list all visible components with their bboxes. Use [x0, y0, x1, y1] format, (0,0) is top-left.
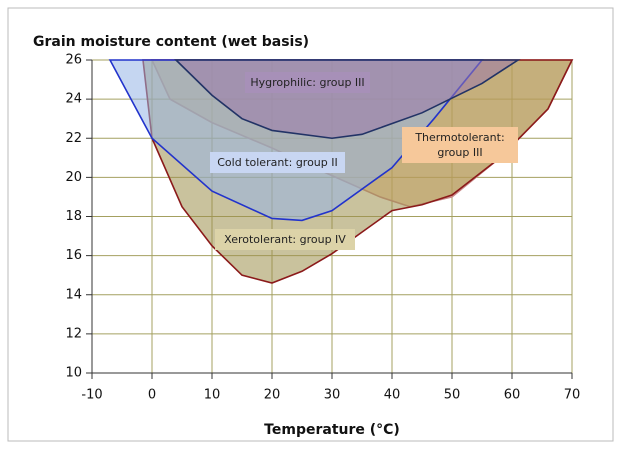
x-tick-label: -10: [81, 388, 102, 403]
x-tick-label: 60: [504, 388, 521, 403]
x-tick-label: 70: [564, 388, 581, 403]
region-label: Xerotolerant: group IV: [215, 229, 355, 250]
x-tick-label: 50: [444, 388, 461, 403]
y-tick-label: 14: [65, 287, 82, 302]
region-label: Hygrophilic: group III: [245, 72, 370, 93]
x-tick-label: 30: [324, 388, 341, 403]
y-tick-label: 24: [65, 92, 82, 107]
x-tick-label: 20: [264, 388, 281, 403]
y-tick-label: 22: [65, 131, 82, 146]
y-tick-label: 20: [65, 170, 82, 185]
x-axis-label: Temperature (°C): [264, 422, 400, 438]
y-tick-label: 18: [65, 209, 82, 224]
x-tick-label: 40: [384, 388, 401, 403]
region-label: Thermotolerant: group III: [402, 127, 518, 163]
frame: [7, 7, 614, 442]
y-tick-label: 16: [65, 248, 82, 263]
y-tick-label: 26: [65, 53, 82, 68]
y-tick-label: 12: [65, 326, 82, 341]
y-tick-label: 10: [65, 366, 82, 381]
x-tick-label: 10: [204, 388, 221, 403]
region-label: Cold tolerant: group II: [210, 152, 345, 173]
x-tick-label: 0: [148, 388, 156, 403]
chart-title: Grain moisture content (wet basis): [33, 34, 309, 50]
